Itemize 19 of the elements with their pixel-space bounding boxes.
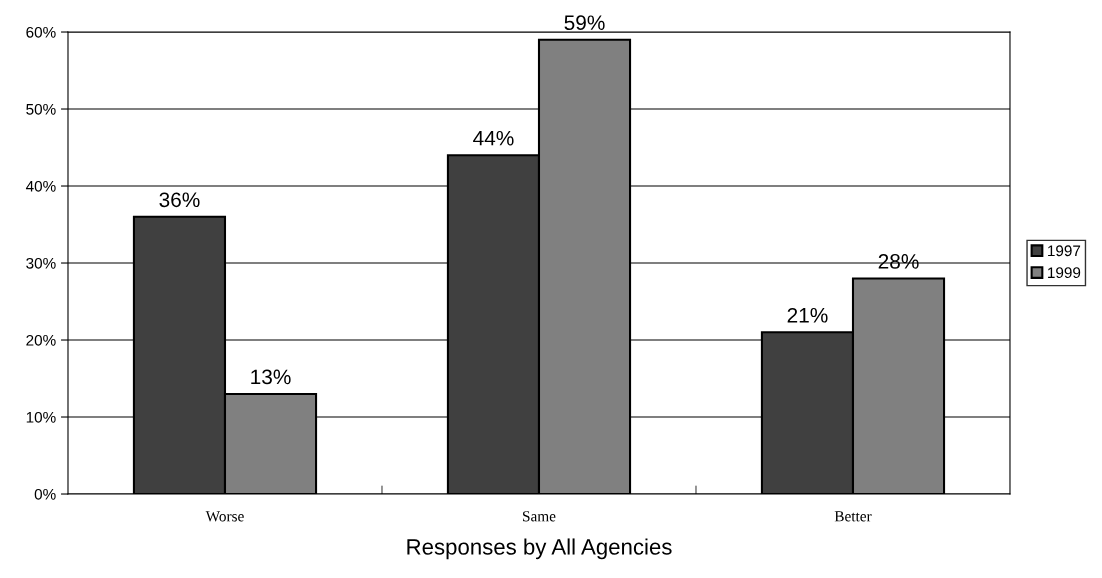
y-tick-label: 40% <box>25 180 56 192</box>
data-label: 36% <box>159 192 200 208</box>
x-tick-label: Same <box>523 511 556 522</box>
data-label: 13% <box>251 369 291 385</box>
y-tick-label: 50% <box>26 103 56 115</box>
x-axis-title: Responses by All Agencies <box>407 538 672 560</box>
data-label: 44% <box>473 130 514 146</box>
data-label: 59% <box>564 15 605 31</box>
x-tick-label: Better <box>834 511 872 522</box>
y-tick-label: 30% <box>26 257 56 269</box>
y-tick-label: 60% <box>26 26 56 38</box>
y-tick-label: 10% <box>26 411 56 423</box>
x-tick-label: Worse <box>205 511 244 522</box>
y-tick-label: 0% <box>34 488 56 500</box>
y-tick-label: 20% <box>26 334 56 346</box>
data-label: 28% <box>878 253 919 269</box>
legend-label: 1997 <box>1048 245 1081 257</box>
legend-label: 1999 <box>1048 267 1081 279</box>
data-label: 21% <box>787 307 828 323</box>
